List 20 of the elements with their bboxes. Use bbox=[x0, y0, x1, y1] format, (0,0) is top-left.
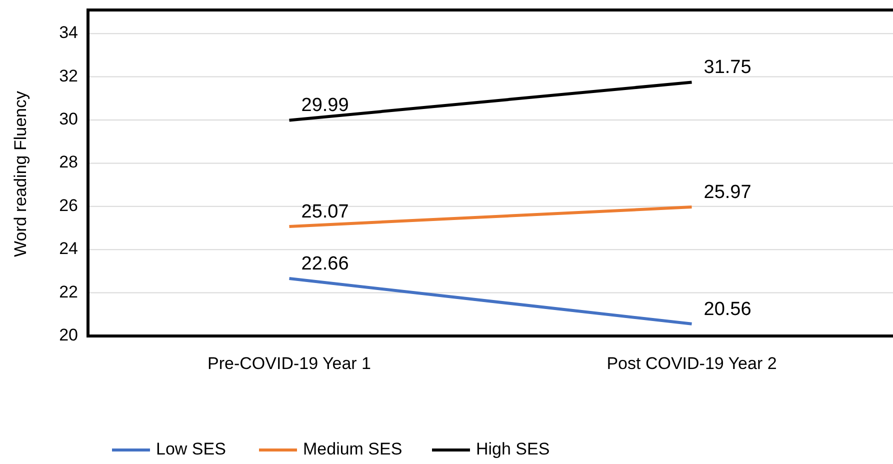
y-tick-label: 24 bbox=[59, 239, 78, 258]
legend-label: High SES bbox=[476, 439, 550, 458]
y-tick-label: 30 bbox=[59, 109, 78, 128]
data-label: 29.99 bbox=[301, 95, 349, 116]
y-axis-title: Word reading Fluency bbox=[11, 90, 30, 257]
data-label: 25.07 bbox=[301, 202, 349, 223]
data-label: 31.75 bbox=[704, 57, 752, 78]
x-tick-label: Pre-COVID-19 Year 1 bbox=[208, 354, 371, 373]
data-label: 22.66 bbox=[301, 254, 349, 275]
y-tick-label: 26 bbox=[59, 196, 78, 215]
x-tick-label: Post COVID-19 Year 2 bbox=[606, 354, 777, 373]
legend-label: Medium SES bbox=[303, 439, 402, 458]
y-tick-label: 34 bbox=[59, 23, 78, 42]
y-tick-label: 20 bbox=[59, 325, 78, 344]
y-tick-label: 28 bbox=[59, 152, 78, 172]
legend-label: Low SES bbox=[156, 439, 226, 458]
data-label: 25.97 bbox=[704, 182, 752, 204]
y-tick-label: 22 bbox=[59, 282, 78, 302]
y-tick-label: 32 bbox=[59, 66, 78, 86]
data-label: 20.56 bbox=[704, 298, 752, 320]
